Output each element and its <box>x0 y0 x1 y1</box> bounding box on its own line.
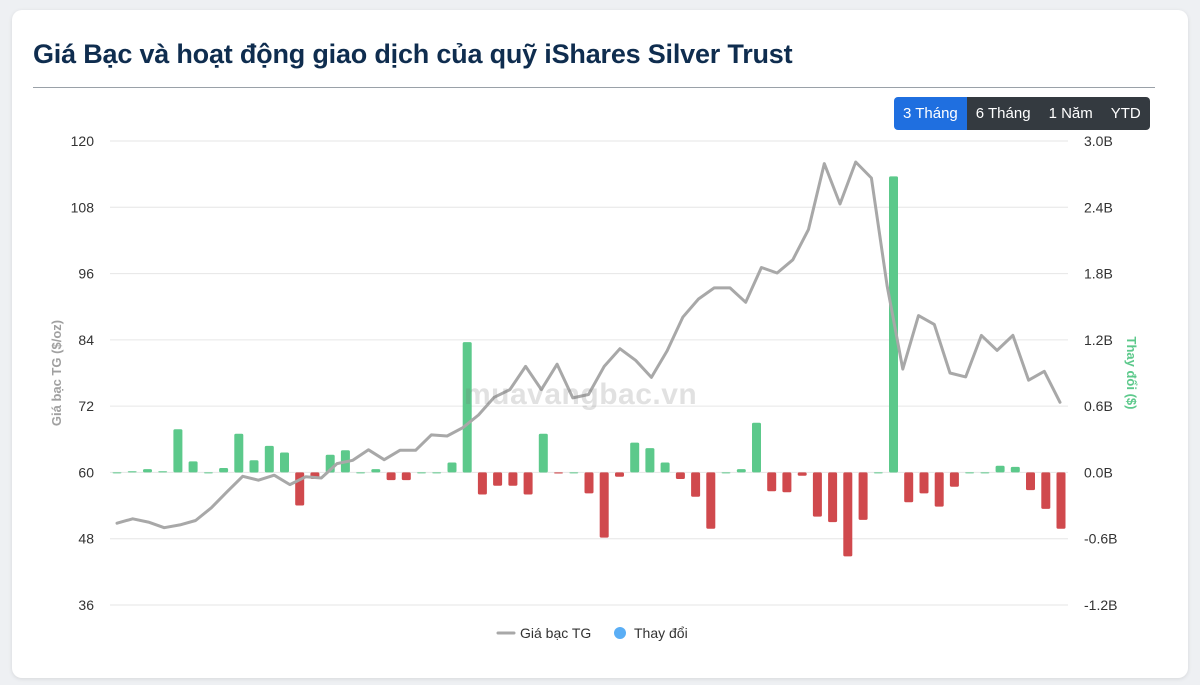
bar-25 <box>493 472 503 486</box>
bar-50 <box>873 472 883 474</box>
bar-39 <box>706 472 716 529</box>
bar-53 <box>919 472 929 494</box>
bar-56 <box>965 472 975 474</box>
bar-36 <box>660 462 670 473</box>
bar-33 <box>615 472 624 477</box>
bar-8 <box>234 433 244 473</box>
right-axis-title: Thay đổi ($) <box>1124 337 1139 410</box>
bar-27 <box>523 472 533 495</box>
bar-1 <box>127 471 137 473</box>
bar-5 <box>188 461 198 473</box>
left-tick-label: 48 <box>78 531 94 547</box>
legend-change-swatch <box>614 627 626 639</box>
bar-4 <box>173 429 183 473</box>
bar-9 <box>249 460 259 473</box>
right-tick-label: 2.4B <box>1084 199 1113 215</box>
bar-18 <box>386 472 396 481</box>
bar-6 <box>203 472 213 474</box>
range-button-1-year[interactable]: 1 Năm <box>1039 97 1102 130</box>
range-selector: 3 Tháng 6 Tháng 1 Năm YTD <box>894 97 1150 130</box>
bar-21 <box>432 472 442 474</box>
bar-35 <box>645 448 655 473</box>
bar-22 <box>447 462 457 473</box>
right-tick-label: 3.0B <box>1084 133 1113 149</box>
right-tick-label: -0.6B <box>1084 531 1117 547</box>
left-tick-label: 96 <box>78 266 94 282</box>
range-button-6-months[interactable]: 6 Tháng <box>966 97 1040 130</box>
bar-29 <box>554 472 563 474</box>
bar-3 <box>158 471 168 473</box>
left-axis-title: Giá bạc TG ($/oz) <box>49 320 64 426</box>
bar-43 <box>767 472 777 492</box>
bar-17 <box>371 469 381 473</box>
bar-16 <box>356 472 366 474</box>
legend-change-label: Thay đổi <box>634 625 688 641</box>
bar-58 <box>995 465 1005 473</box>
right-tick-label: 1.8B <box>1084 266 1113 282</box>
bar-28 <box>538 433 548 473</box>
bar-59 <box>1010 466 1020 473</box>
bar-45 <box>797 472 807 476</box>
right-tick-label: 1.2B <box>1084 332 1113 348</box>
bar-38 <box>691 472 701 497</box>
range-button-3-months[interactable]: 3 Tháng <box>894 97 967 130</box>
bar-57 <box>980 472 990 474</box>
bar-30 <box>569 472 579 474</box>
bar-41 <box>736 469 746 473</box>
right-tick-label: 0.6B <box>1084 398 1113 414</box>
left-tick-label: 60 <box>78 464 94 480</box>
right-tick-label: 0.0B <box>1084 464 1113 480</box>
bar-32 <box>599 472 609 538</box>
bar-0 <box>112 472 122 474</box>
left-tick-label: 108 <box>71 199 95 215</box>
bar-23 <box>462 342 472 473</box>
bar-10 <box>264 445 274 473</box>
bar-55 <box>949 472 959 487</box>
right-tick-label: -1.2B <box>1084 597 1117 613</box>
bar-46 <box>812 472 822 517</box>
left-tick-label: 84 <box>78 332 94 348</box>
bar-44 <box>782 472 792 493</box>
bar-49 <box>858 472 868 520</box>
bar-19 <box>401 472 411 481</box>
bar-11 <box>280 452 289 473</box>
left-tick-label: 72 <box>78 398 94 414</box>
bar-52 <box>904 472 914 503</box>
bar-61 <box>1041 472 1051 509</box>
price-line <box>115 160 1062 530</box>
bar-48 <box>843 472 853 557</box>
bar-62 <box>1056 472 1066 529</box>
bar-34 <box>630 442 640 473</box>
legend-price-label: Giá bạc TG <box>520 625 591 641</box>
title-divider <box>33 87 1155 88</box>
range-button-ytd[interactable]: YTD <box>1101 97 1150 130</box>
bar-47 <box>828 472 838 523</box>
bar-54 <box>934 472 944 507</box>
bar-7 <box>219 468 229 473</box>
bar-37 <box>675 472 685 479</box>
bar-20 <box>417 472 426 474</box>
left-tick-label: 120 <box>71 133 95 149</box>
bar-31 <box>584 472 594 494</box>
bar-60 <box>1026 472 1035 491</box>
bar-26 <box>508 472 518 486</box>
page-title: Giá Bạc và hoạt động giao dịch của quỹ i… <box>33 39 793 69</box>
bar-2 <box>143 469 152 473</box>
bar-42 <box>752 422 761 473</box>
left-tick-label: 36 <box>78 597 94 613</box>
bar-24 <box>477 472 487 495</box>
bar-40 <box>721 472 731 474</box>
